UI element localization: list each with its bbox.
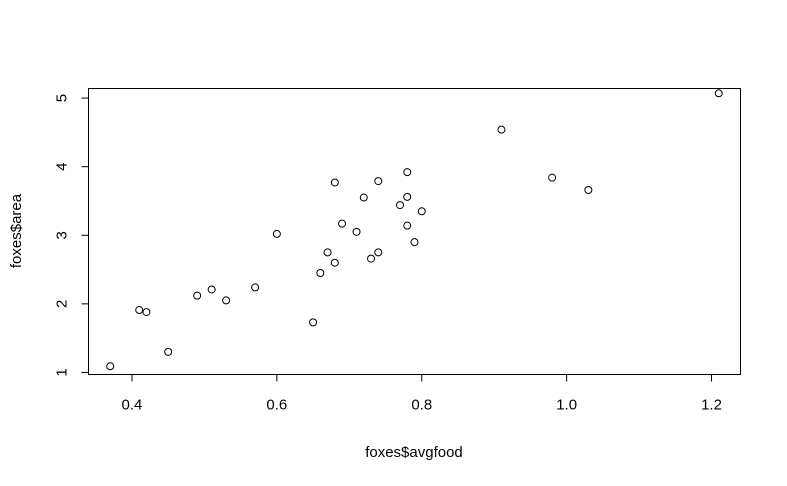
y-tick-label: 1 [53,368,70,376]
data-point [193,291,202,300]
data-point [330,178,339,187]
data-point [222,296,231,305]
data-point [272,229,281,238]
data-point [330,258,339,267]
y-tick-label: 4 [53,163,70,171]
data-point [374,177,383,186]
data-point [396,201,405,210]
data-point [338,219,347,228]
y-axis: 1 2 3 4 5 [53,94,89,377]
y-tick-label: 2 [53,300,70,308]
data-point [135,306,144,315]
data-point [251,283,260,292]
data-point [323,248,332,257]
data-point [367,254,376,263]
data-point [374,248,383,257]
data-point [142,308,151,317]
data-point [410,238,419,247]
data-point [417,207,426,216]
x-tick-label: 1.0 [556,397,577,414]
data-point [714,89,723,98]
x-tick-label: 0.6 [266,397,287,414]
data-point [403,192,412,201]
data-point [403,168,412,177]
data-point [352,227,361,236]
data-point [497,125,506,134]
data-point [584,186,593,195]
x-axis: 0.4 0.6 0.8 1.0 1.2 [122,374,722,414]
x-tick-label: 0.8 [411,397,432,414]
x-tick-label: 0.4 [122,397,143,414]
x-tick-label: 1.2 [701,397,722,414]
data-points [106,89,723,371]
data-point [106,362,115,371]
plot-frame [88,88,741,375]
data-point [548,173,557,182]
x-axis-title: foxes$avgfood [365,444,463,461]
data-point [403,221,412,230]
y-tick-label: 5 [53,94,70,102]
data-point [164,347,173,356]
data-point [359,193,368,202]
data-point [309,318,318,327]
data-point [316,268,325,277]
data-point [207,285,216,294]
y-tick-label: 3 [53,231,70,239]
y-axis-title: foxes$area [8,193,25,268]
